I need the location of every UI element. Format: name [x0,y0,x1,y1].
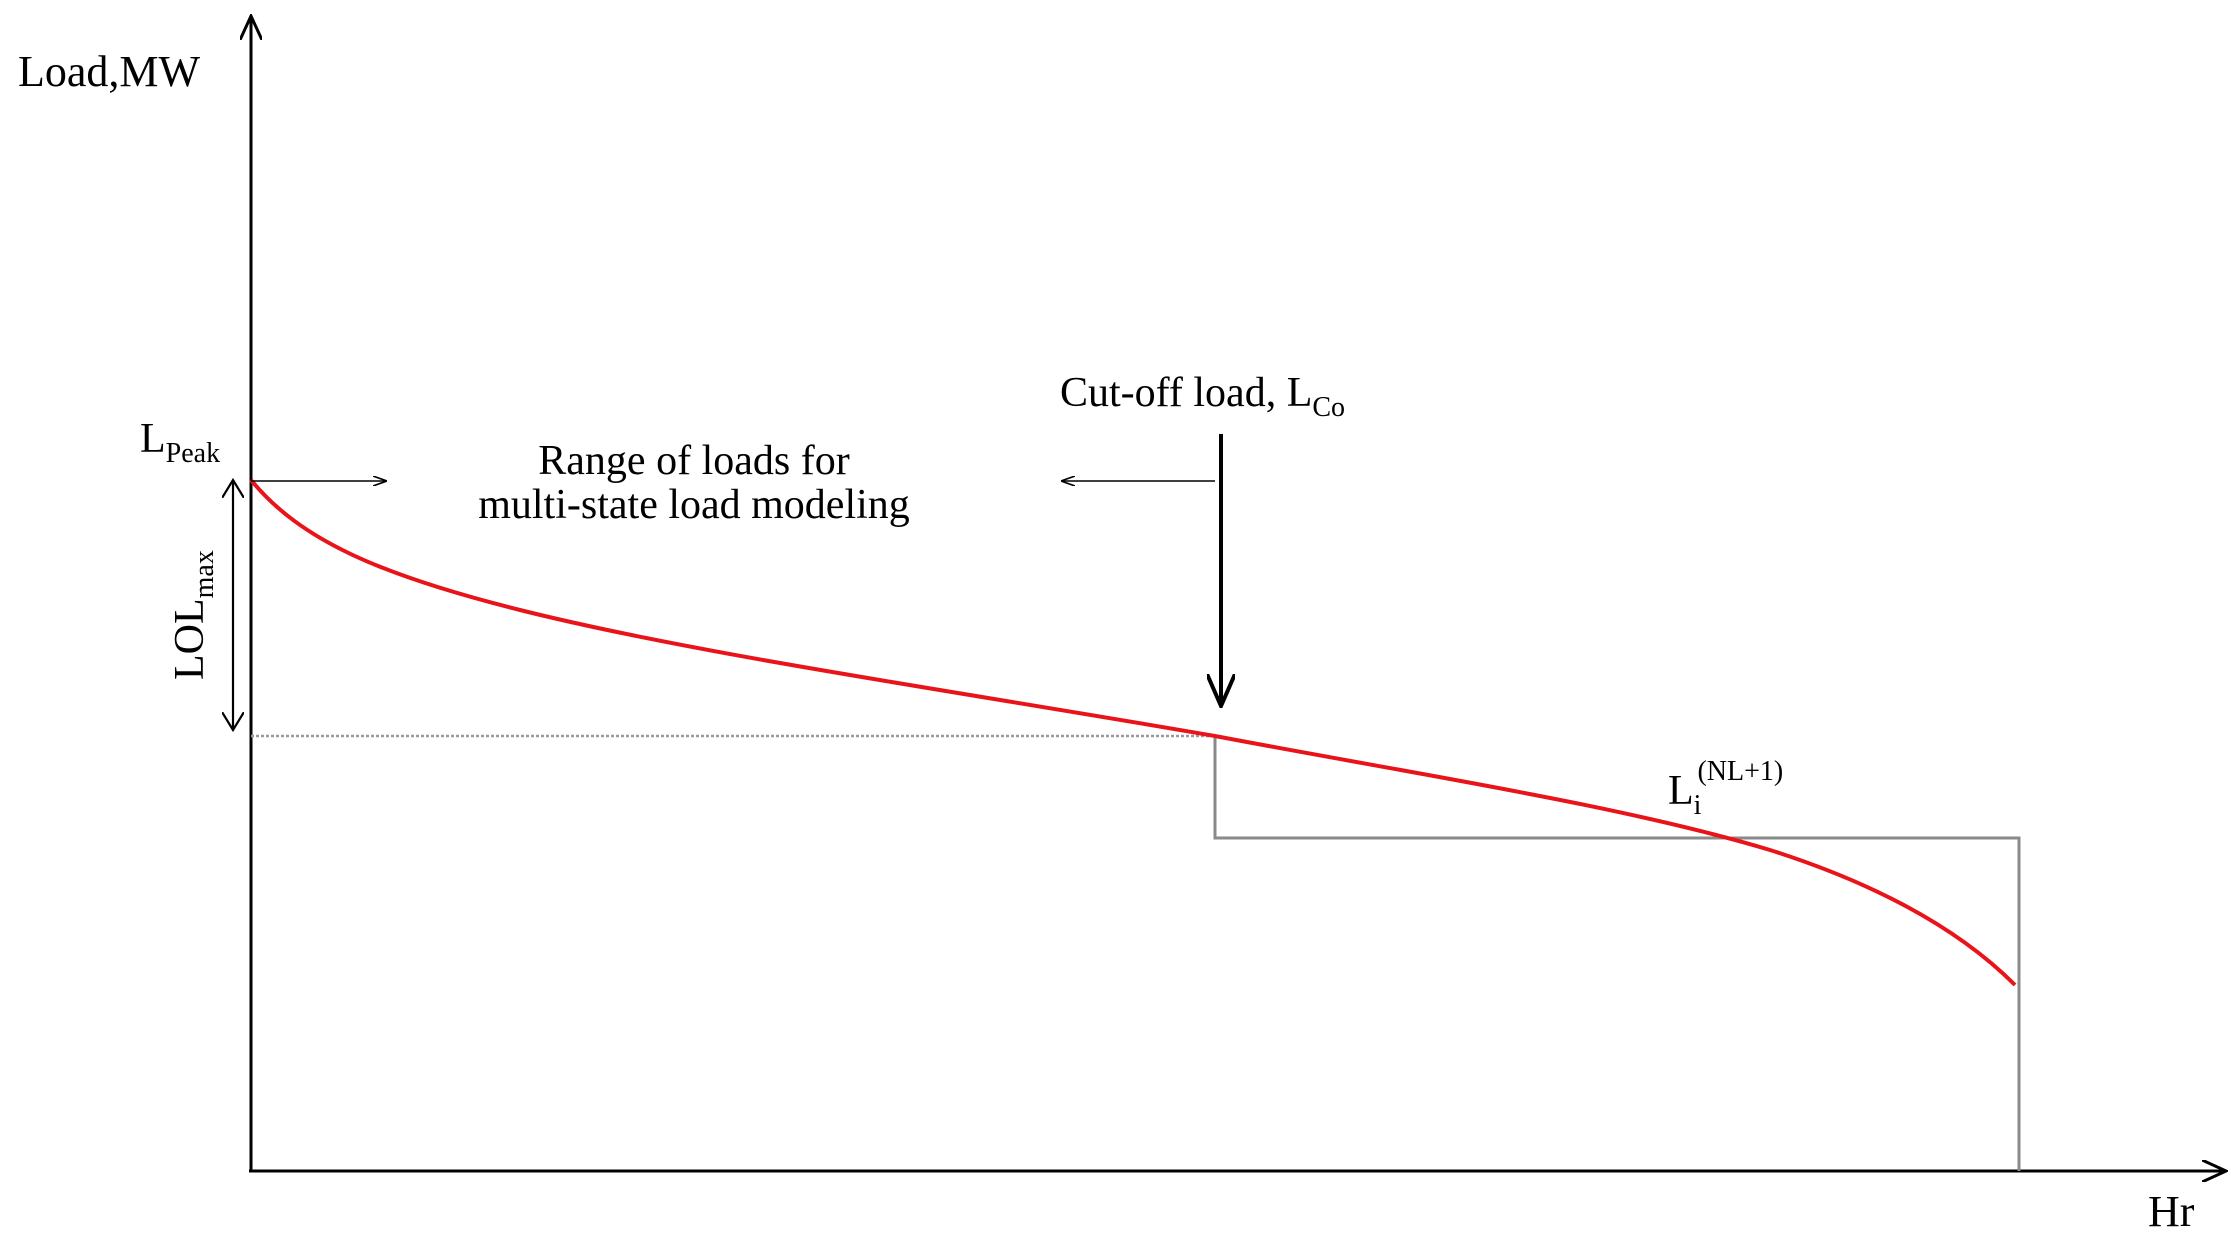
peak-label-sub: Peak [166,438,220,469]
y-axis-label: Load,MW [18,47,201,96]
lol-label-sub: max [189,550,220,598]
load-duration-curve [249,478,2017,987]
cutoff-label-main: Cut-off load, L [1060,370,1312,416]
x-axis-label: Hr [2148,1187,2195,1236]
lol-label: LOLmax [167,550,220,680]
load-state-step [1213,736,2021,1171]
peak-label: LPeak [140,416,220,469]
range-label-line2: multi-state load modeling [478,482,910,528]
peak-label-main: L [140,416,166,462]
state-label-sub: i [1694,790,1702,821]
state-label-sup: (NL+1) [1697,756,1783,787]
cutoff-label-sub: Co [1312,392,1345,423]
lol-label-main: LOL [167,598,213,680]
cutoff-label: Cut-off load, LCo [1060,370,1345,423]
state-label: Li(NL+1) [1668,756,1783,821]
range-label-line1: Range of loads for [538,438,849,484]
state-label-main: L [1668,768,1694,814]
